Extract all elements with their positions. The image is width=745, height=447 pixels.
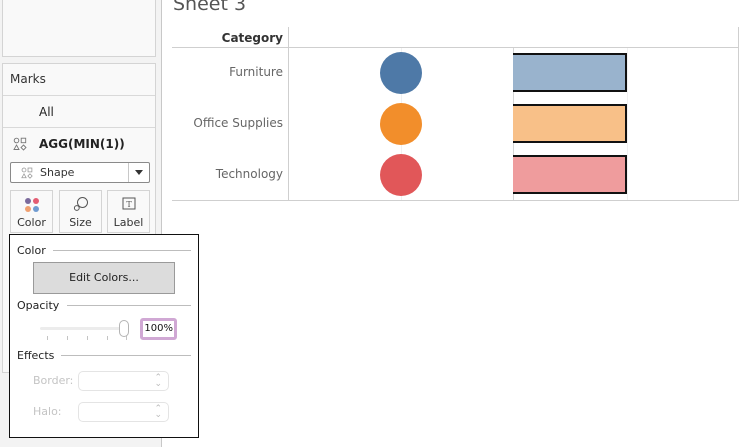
filters-card[interactable] [2, 0, 156, 57]
chevron-down-icon [135, 170, 143, 175]
opacity-section-title: Opacity [17, 299, 60, 312]
zero-line [627, 48, 628, 200]
section-rule [53, 250, 191, 251]
marks-tab-all[interactable]: All [3, 95, 155, 127]
sheet-title: Sheet 3 [173, 0, 247, 15]
label-T-icon: T [122, 197, 136, 210]
circle-mark-furniture[interactable] [380, 52, 422, 94]
slider-tick [107, 336, 108, 340]
dropdown-separator [128, 163, 129, 182]
row-label-furniture[interactable]: Furniture [229, 65, 283, 79]
bottom-divider [172, 200, 739, 201]
size-button[interactable]: Size [59, 190, 102, 233]
section-rule [67, 305, 191, 306]
bar-mark-technology[interactable] [513, 155, 627, 194]
edit-colors-button[interactable]: Edit Colors... [33, 262, 175, 294]
updown-chevron-icon: ⌃ ⌄ [154, 373, 162, 389]
marks-tab-all-label: All [39, 105, 54, 119]
marks-card-title: Marks [10, 72, 46, 86]
viz-area: Category Furniture Office Supplies Techn… [172, 27, 739, 201]
slider-tick [67, 336, 68, 340]
svg-text:T: T [126, 200, 132, 209]
border-select[interactable]: ⌃ ⌄ [78, 371, 169, 391]
marks-tab-agg-min[interactable]: AGG(MIN(1)) [3, 127, 155, 159]
marks-tab-agg-label: AGG(MIN(1)) [39, 137, 125, 151]
shapes-icon [13, 137, 27, 151]
size-icon [73, 197, 88, 211]
row-header-divider [288, 27, 289, 201]
slider-tick [87, 336, 88, 340]
opacity-input[interactable]: 100% [140, 318, 177, 340]
opacity-slider[interactable] [40, 327, 126, 330]
row-label-technology[interactable]: Technology [215, 167, 283, 181]
bar-mark-office-supplies[interactable] [513, 104, 627, 143]
effects-section-title: Effects [17, 349, 55, 362]
circle-mark-technology[interactable] [380, 154, 422, 196]
shapes-icon [21, 167, 33, 179]
color-popover: Color Edit Colors... Opacity 100% Effect… [9, 234, 199, 438]
halo-select[interactable]: ⌃ ⌄ [78, 402, 169, 422]
color-button-label: Color [17, 216, 46, 229]
updown-chevron-icon: ⌃ ⌄ [154, 404, 162, 420]
color-section-title: Color [17, 244, 46, 257]
right-border [738, 27, 739, 201]
label-button-label: Label [113, 216, 144, 229]
halo-label: Halo: [33, 405, 62, 418]
bar-mark-furniture[interactable] [513, 53, 627, 92]
opacity-slider-thumb[interactable] [119, 320, 129, 337]
column-header-category[interactable]: Category [221, 31, 283, 45]
header-divider [172, 47, 739, 48]
mark-type-value: Shape [40, 166, 75, 179]
color-button[interactable]: Color [10, 190, 53, 233]
slider-tick [126, 336, 127, 340]
label-button[interactable]: T Label [107, 190, 150, 233]
slider-tick [47, 336, 48, 340]
circle-mark-office-supplies[interactable] [380, 103, 422, 145]
border-label: Border: [33, 374, 74, 387]
section-rule [61, 355, 191, 356]
size-button-label: Size [69, 216, 92, 229]
row-label-office-supplies[interactable]: Office Supplies [193, 116, 283, 130]
color-dots-icon [25, 198, 39, 212]
mark-type-dropdown[interactable]: Shape [10, 162, 150, 183]
